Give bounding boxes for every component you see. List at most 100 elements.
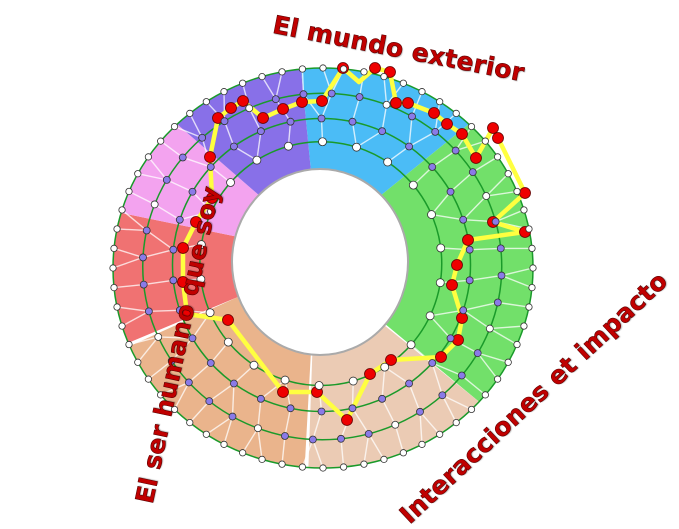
node [436, 431, 442, 437]
node [469, 169, 476, 176]
node [126, 188, 132, 194]
node [110, 265, 116, 271]
node [494, 154, 500, 160]
red-node [223, 315, 234, 326]
node [483, 193, 490, 200]
node [514, 188, 520, 194]
node [432, 128, 439, 135]
node [257, 128, 264, 135]
node [227, 178, 235, 186]
node [482, 392, 488, 398]
node [250, 361, 258, 369]
node [498, 272, 505, 279]
node [407, 341, 415, 349]
node [203, 99, 209, 105]
red-node [317, 96, 328, 107]
node [384, 158, 392, 166]
node [318, 115, 325, 122]
red-node [370, 63, 381, 74]
node [437, 244, 445, 252]
node [458, 372, 465, 379]
node [119, 323, 125, 329]
node [171, 123, 177, 129]
node [272, 96, 279, 103]
node [253, 156, 261, 164]
red-node [365, 369, 376, 380]
red-node [471, 153, 482, 164]
node [349, 118, 356, 125]
node [460, 216, 467, 223]
node [466, 277, 473, 284]
node [392, 421, 399, 428]
node [419, 88, 425, 94]
node [119, 207, 125, 213]
node [221, 88, 227, 94]
node [419, 441, 425, 447]
node [230, 380, 237, 387]
node [140, 281, 147, 288]
red-node [457, 313, 468, 324]
inner-hole [232, 169, 408, 355]
node [246, 105, 253, 112]
node [530, 265, 536, 271]
node [486, 325, 493, 332]
red-node [278, 387, 289, 398]
node [494, 299, 501, 306]
node [299, 464, 305, 470]
node [157, 138, 163, 144]
node [447, 188, 454, 195]
red-node [452, 260, 463, 271]
node [155, 333, 162, 340]
node [299, 66, 305, 72]
node [400, 450, 406, 456]
red-node [278, 104, 289, 115]
node [145, 154, 151, 160]
node [529, 284, 535, 290]
red-node [238, 96, 249, 107]
red-node [429, 108, 440, 119]
red-node [258, 113, 269, 124]
node [279, 69, 285, 75]
red-node [453, 335, 464, 346]
red-node [493, 133, 504, 144]
node [318, 408, 325, 415]
node [224, 338, 232, 346]
node [381, 363, 389, 371]
node [287, 118, 294, 125]
node [300, 91, 307, 98]
node [206, 309, 214, 317]
node [187, 419, 193, 425]
node [259, 456, 265, 462]
node [379, 128, 386, 135]
node [254, 425, 261, 432]
node [229, 413, 236, 420]
node [135, 359, 141, 365]
node [474, 350, 481, 357]
node [436, 99, 442, 105]
node [521, 323, 527, 329]
node [114, 304, 120, 310]
node [526, 304, 532, 310]
node [239, 450, 245, 456]
node [353, 143, 361, 151]
node [356, 94, 363, 101]
ring-diagram [0, 0, 679, 513]
red-node [403, 98, 414, 109]
node [284, 142, 292, 150]
node [151, 201, 158, 208]
node [145, 376, 151, 382]
node [406, 143, 413, 150]
red-node [447, 280, 458, 291]
node [505, 359, 511, 365]
node [257, 395, 264, 402]
red-node [463, 235, 474, 246]
red-node [442, 119, 453, 130]
node [453, 419, 459, 425]
node [139, 254, 146, 261]
node [406, 380, 413, 387]
node [126, 341, 132, 347]
node [379, 395, 386, 402]
node [349, 405, 356, 412]
node [319, 138, 327, 146]
node [309, 436, 316, 443]
